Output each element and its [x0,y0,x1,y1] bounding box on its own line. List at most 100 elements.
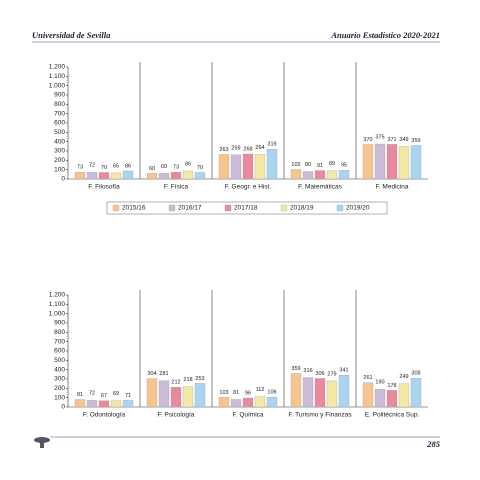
legend-label: 2017/18 [234,205,258,212]
y-tick-label: 1.100 [49,73,66,80]
y-tick-label: 1.100 [49,301,66,308]
x-tick-label: F. Geogr. e Hist. [225,184,272,191]
bar [410,378,422,408]
value-label: 306 [315,371,324,377]
value-label: 86 [185,161,191,167]
value-label: 95 [341,163,347,169]
bar [290,169,302,180]
y-tick-label: 200 [54,157,65,164]
bar [398,383,410,408]
bar [338,169,350,180]
x-tick-label: F. Odontología [83,412,126,419]
value-label: 375 [375,134,384,140]
x-tick-label: F. Matemáticas [298,184,342,191]
y-tick-label: 1.200 [49,64,66,71]
bar [230,154,242,180]
bar [266,396,278,408]
bar [302,171,314,180]
value-label: 73 [173,165,179,171]
y-tick-label: 700 [54,110,65,117]
value-label: 281 [159,371,168,377]
bar [254,154,266,180]
bar [110,400,122,408]
value-label: 102 [291,162,300,168]
value-label: 304 [147,371,156,377]
legend-swatch [168,204,176,212]
value-label: 70 [101,165,107,171]
x-tick-label: F. Filosofía [88,184,120,191]
value-label: 261 [363,375,372,381]
y-tick-label: 0 [61,404,65,411]
bar [362,144,374,180]
legend-swatch [224,204,232,212]
bar [362,382,374,408]
bar [326,380,338,408]
bar [110,172,122,180]
value-label: 249 [399,374,408,380]
bar [374,389,386,408]
y-tick-label: 100 [54,394,65,401]
y-tick-label: 600 [54,120,65,127]
bar [98,172,110,180]
value-label: 81 [233,390,239,396]
bar [374,143,386,180]
y-tick-label: 1.000 [49,82,66,89]
y-tick-label: 600 [54,348,65,355]
y-tick-label: 1.200 [49,292,66,299]
bar [170,172,182,180]
value-label: 190 [375,380,384,386]
y-tick-label: 700 [54,338,65,345]
bar [158,380,170,408]
bar [230,399,242,408]
value-label: 264 [255,145,264,151]
value-label: 65 [113,163,119,169]
y-tick-label: 1.000 [49,310,66,317]
y-tick-label: 400 [54,366,65,373]
y-tick-label: 500 [54,357,65,364]
value-label: 67 [101,393,107,399]
x-tick-label: F. Química [232,412,263,419]
bar [182,386,194,408]
value-label: 268 [243,146,252,152]
bar [86,400,98,408]
bar [266,149,278,180]
logo [34,437,50,448]
legend-swatch [280,204,288,212]
value-label: 212 [171,380,180,386]
value-label: 89 [329,161,335,167]
value-label: 178 [387,383,396,389]
y-tick-label: 0 [61,176,65,183]
value-label: 112 [256,387,265,393]
value-label: 316 [303,368,312,374]
value-label: 253 [195,376,204,382]
bar [386,390,398,408]
value-label: 279 [327,371,336,377]
value-label: 319 [267,142,276,148]
value-label: 70 [197,165,203,171]
bar [170,387,182,408]
legend-swatch [336,204,344,212]
bar [74,172,86,180]
y-tick-label: 800 [54,101,65,108]
bar [314,170,326,180]
value-label: 86 [125,163,131,169]
bar [86,172,98,180]
y-tick-label: 300 [54,376,65,383]
bar [326,170,338,180]
value-label: 359 [411,138,420,144]
value-label: 69 [113,391,119,397]
bar [194,383,206,408]
value-label: 349 [399,137,408,143]
y-tick-label: 400 [54,138,65,145]
header-right: Anuario Estadístico 2020-2021 [330,30,440,40]
legend-swatch [112,204,120,212]
bar [146,378,158,408]
y-tick-label: 900 [54,320,65,327]
value-label: 71 [125,393,131,399]
bar [242,153,254,180]
value-label: 81 [77,392,83,398]
y-tick-label: 100 [54,166,65,173]
bar [122,400,134,408]
bar [314,378,326,408]
